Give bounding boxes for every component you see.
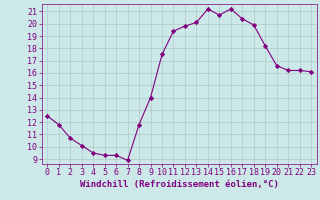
X-axis label: Windchill (Refroidissement éolien,°C): Windchill (Refroidissement éolien,°C) <box>80 180 279 189</box>
